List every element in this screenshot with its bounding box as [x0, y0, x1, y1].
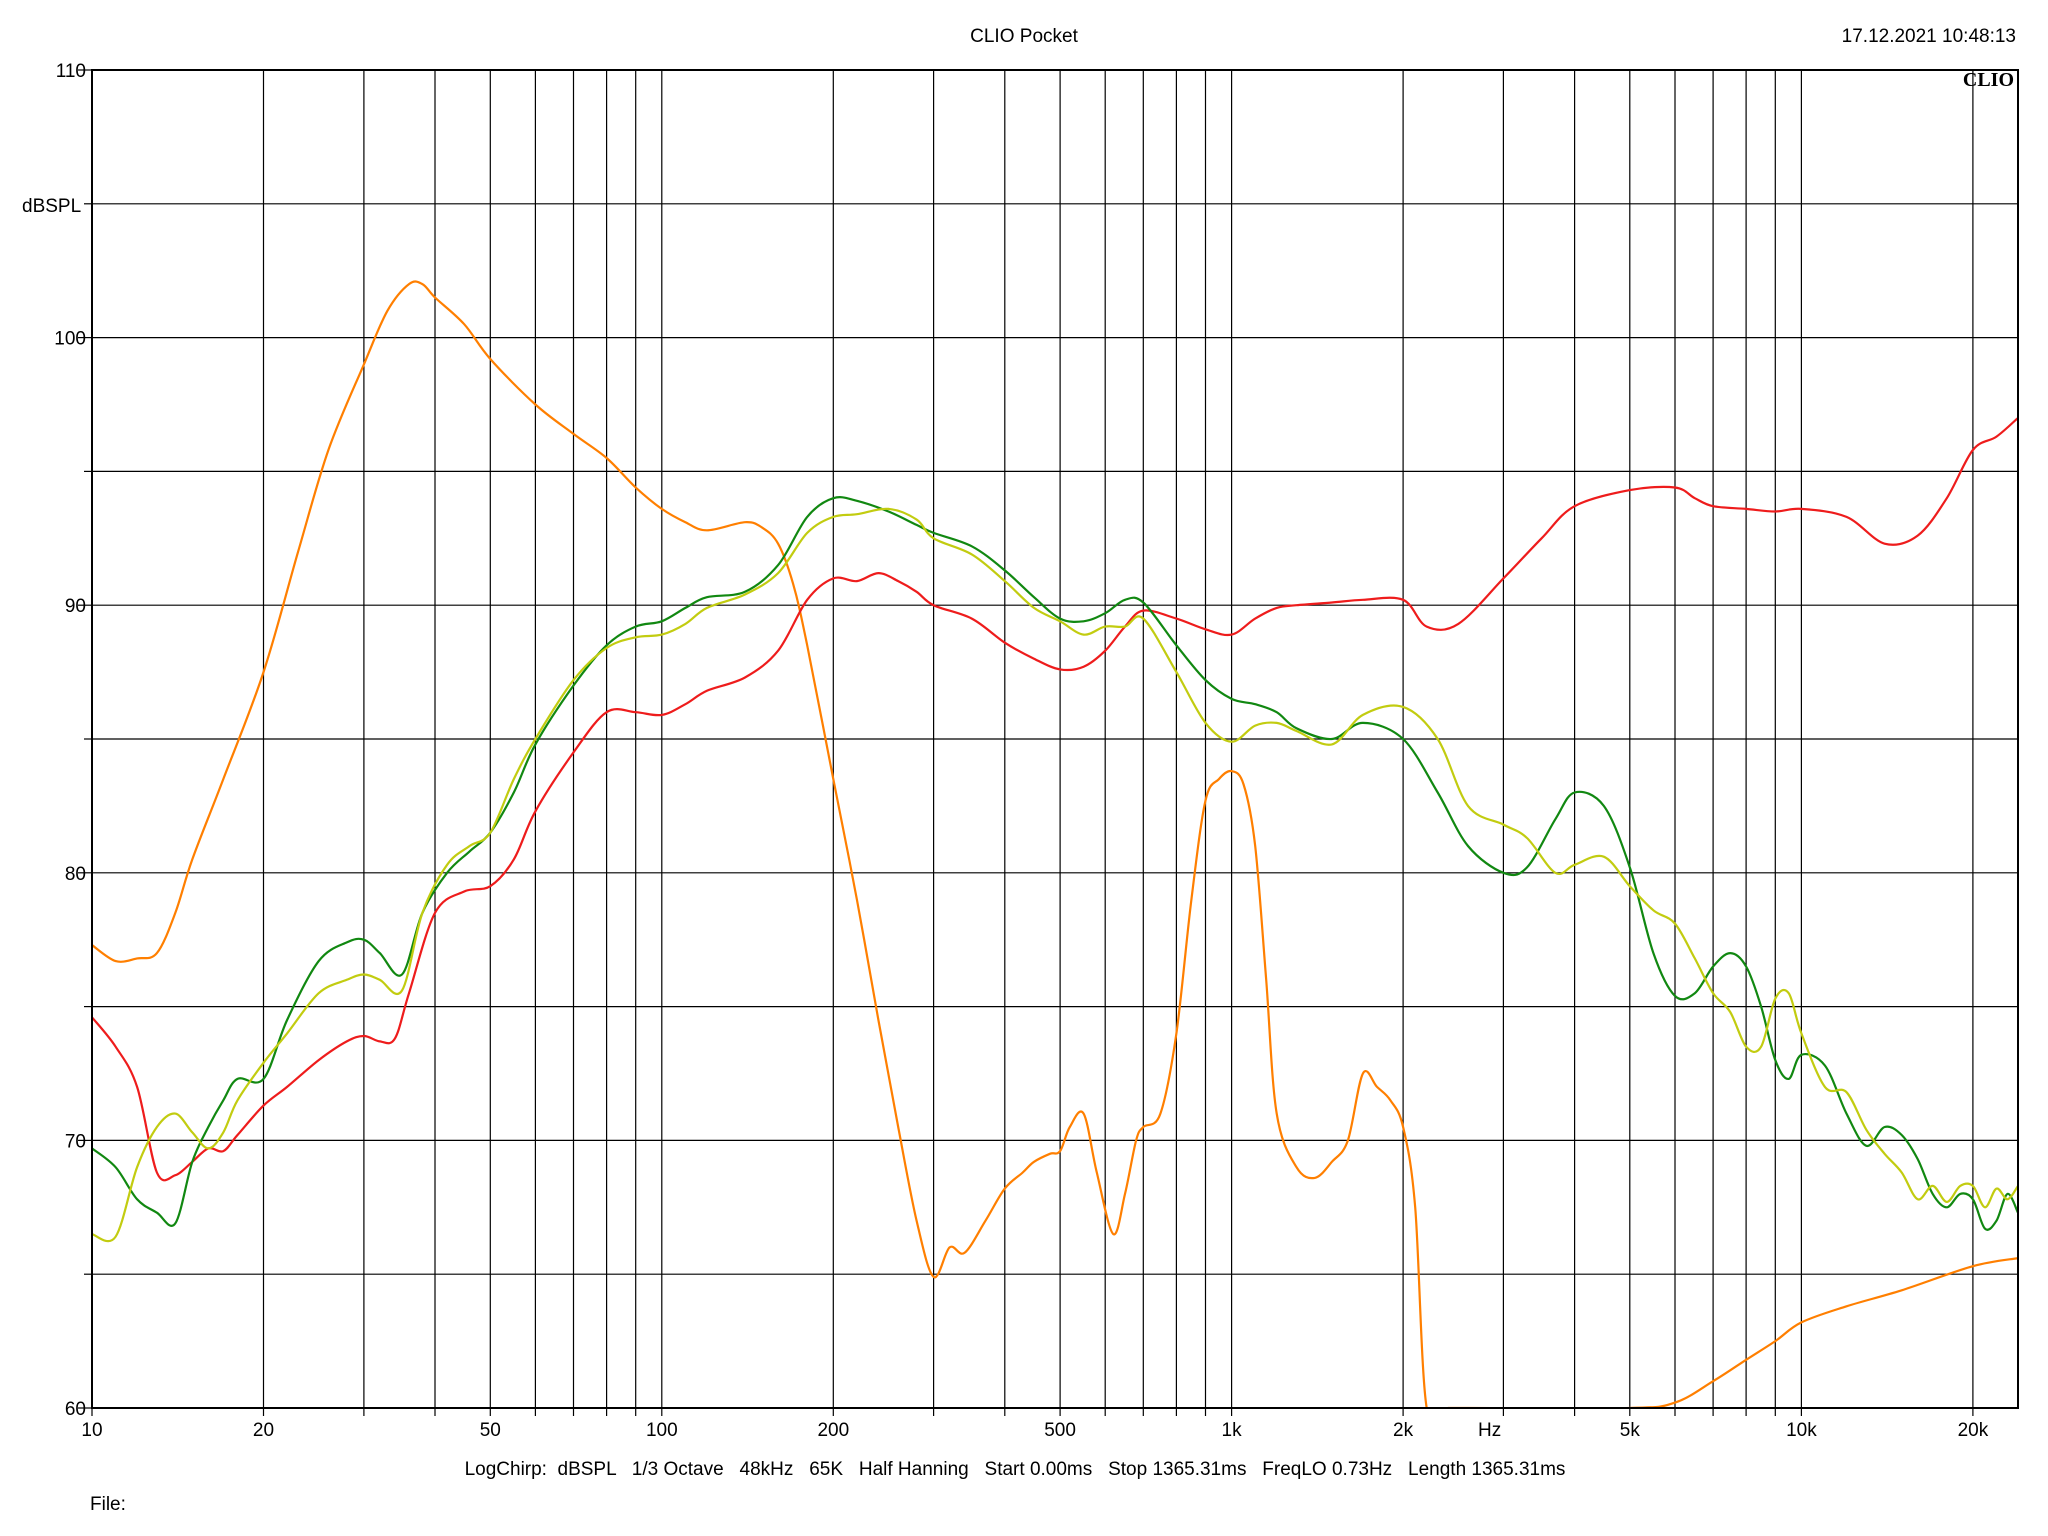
measurement-settings: LogChirp: dBSPL 1/3 Octave 48kHz 65K Hal…: [465, 1459, 1566, 1480]
x-tick-label: 2k: [1393, 1420, 1414, 1441]
y-tick-label: 100: [54, 329, 86, 350]
y-tick-label: 70: [65, 1131, 86, 1152]
x-tick-label: 50: [480, 1420, 501, 1441]
x-tick-label: 20k: [1958, 1420, 1989, 1441]
y-tick-label: 110: [56, 61, 86, 82]
x-axis-label: Hz: [1478, 1420, 1501, 1441]
series-line-2: [92, 417, 2018, 1182]
y-tick-label: 60: [65, 1399, 86, 1420]
x-tick-label: 5k: [1620, 1420, 1641, 1441]
series-group: [92, 280, 2018, 1408]
x-tick-label: 10: [81, 1420, 102, 1441]
clio-logo: CLIO: [1963, 69, 2014, 91]
x-tick-label: 200: [817, 1420, 849, 1441]
plot-grid: [92, 70, 2018, 1408]
timestamp: 17.12.2021 10:48:13: [1842, 26, 2016, 47]
x-tick-label: 100: [646, 1420, 678, 1441]
x-tick-label: 10k: [1786, 1420, 1817, 1441]
y-tick-label: 80: [65, 864, 86, 885]
chart-title: CLIO Pocket: [970, 26, 1078, 47]
series-line-3: [92, 496, 2018, 1231]
x-tick-label: 1k: [1222, 1420, 1243, 1441]
y-axis-label: dBSPL: [22, 196, 81, 217]
x-tick-label: 20: [253, 1420, 274, 1441]
tick-labels: 60 70 80 90 100 110 10 20 50 100 200 500 1k 2k 5k 10k 20…: [54, 61, 1988, 1441]
series-line-4: [92, 507, 2018, 1243]
series-line-1: [92, 280, 2018, 1408]
x-tick-label: 500: [1044, 1420, 1076, 1441]
file-label: File:: [90, 1494, 126, 1515]
y-tick-label: 90: [65, 596, 86, 617]
